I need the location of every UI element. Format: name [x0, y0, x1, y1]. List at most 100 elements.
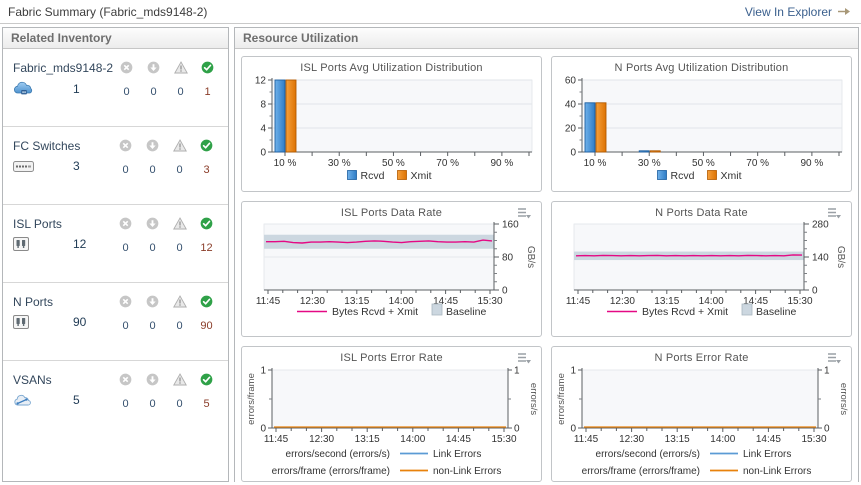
ok-status-icon [200, 373, 213, 390]
down-status-icon [146, 139, 159, 156]
chart-isl-ports-data-rate: ISL Ports Data Rate 0 80 160 GB/s 11:45 12:30 1… [241, 201, 542, 337]
fabric-icon [13, 81, 37, 97]
inventory-item-label[interactable]: VSANs [13, 373, 52, 387]
svg-text:20: 20 [565, 124, 577, 135]
inventory-item-count[interactable]: 3 [73, 159, 80, 173]
inventory-row-n-ports[interactable]: N Ports 90 0 0 0 90 [3, 283, 228, 361]
status-count[interactable]: 0 [149, 164, 156, 176]
svg-text:4: 4 [260, 124, 266, 135]
svg-text:12:30: 12:30 [619, 434, 644, 445]
svg-text:errors/frame: errors/frame [246, 373, 257, 425]
status-cell-ok: 12 [193, 217, 220, 282]
svg-text:13:15: 13:15 [344, 296, 369, 307]
svg-text:14:45: 14:45 [756, 434, 781, 445]
inventory-item-label[interactable]: ISL Ports [13, 217, 62, 231]
inventory-item-label[interactable]: Fabric_mds9148-2 [13, 61, 114, 75]
warning-status-icon [172, 217, 187, 234]
svg-text:14:00: 14:00 [710, 434, 735, 445]
warning-status-icon [172, 373, 187, 390]
status-count[interactable]: 0 [149, 320, 156, 332]
warning-status-icon [172, 139, 187, 156]
svg-text:errors/frame: errors/frame [556, 373, 567, 425]
chart-isl-ports-avg-utilization-distribution: ISL Ports Avg Utilization Distribution 0 4… [241, 56, 542, 192]
down-status-icon [146, 373, 159, 390]
svg-text:0: 0 [260, 424, 266, 435]
svg-text:13:15: 13:15 [654, 296, 679, 307]
related-inventory-header: Related Inventory [3, 28, 228, 49]
switch-icon [13, 160, 37, 172]
status-cell-ok: 90 [193, 295, 220, 360]
svg-text:40: 40 [565, 100, 577, 111]
inventory-item-info: ISL Ports 12 [13, 217, 112, 282]
svg-text:1: 1 [260, 366, 266, 377]
svg-text:14:00: 14:00 [400, 434, 425, 445]
chart-menu-icon[interactable] [827, 207, 842, 220]
svg-text:Rcvd: Rcvd [361, 170, 385, 182]
svg-text:Bytes Rcvd + Xmit: Bytes Rcvd + Xmit [332, 306, 418, 318]
chart-menu-icon[interactable] [827, 352, 842, 365]
inventory-row-fabric-mds9148-2[interactable]: Fabric_mds9148-2 1 0 0 0 1 [3, 49, 228, 127]
svg-text:30 %: 30 % [638, 158, 661, 169]
svg-text:0: 0 [514, 424, 520, 435]
status-count[interactable]: 12 [200, 242, 213, 254]
svg-text:GB/s: GB/s [525, 246, 536, 268]
inventory-list: Fabric_mds9148-2 1 0 0 0 1 FC Switches 3 0 0 0 3 ISL… [3, 49, 228, 481]
chart-menu-icon[interactable] [517, 207, 532, 220]
inventory-item-info: VSANs 5 [13, 373, 112, 439]
inventory-item-label[interactable]: FC Switches [13, 139, 81, 153]
status-cell-down: 0 [139, 373, 166, 439]
status-count[interactable]: 0 [176, 320, 183, 332]
svg-text:Xmit: Xmit [721, 170, 742, 182]
svg-text:14:45: 14:45 [743, 296, 768, 307]
status-count[interactable]: 0 [176, 164, 183, 176]
inventory-item-info: FC Switches 3 [13, 139, 112, 204]
status-count[interactable]: 0 [122, 320, 129, 332]
status-count[interactable]: 0 [122, 398, 129, 410]
svg-text:0: 0 [502, 286, 508, 297]
view-in-explorer-label: View In Explorer [744, 4, 832, 19]
status-count[interactable]: 0 [122, 242, 129, 254]
view-in-explorer-link[interactable]: View In Explorer [745, 5, 851, 19]
status-count[interactable]: 0 [149, 398, 156, 410]
status-count[interactable]: 3 [203, 164, 210, 176]
status-count[interactable]: 0 [176, 242, 183, 254]
svg-text:15:30: 15:30 [491, 434, 516, 445]
inventory-status-group: 0 0 0 1 [113, 61, 221, 126]
svg-text:errors/frame (errors/frame): errors/frame (errors/frame) [582, 466, 700, 477]
status-count[interactable]: 0 [123, 86, 130, 98]
svg-text:140: 140 [812, 253, 829, 264]
svg-text:13:15: 13:15 [355, 434, 380, 445]
svg-text:Link Errors: Link Errors [433, 449, 481, 460]
status-count[interactable]: 0 [122, 164, 129, 176]
svg-text:80: 80 [502, 253, 514, 264]
svg-text:14:45: 14:45 [446, 434, 471, 445]
status-count[interactable]: 0 [150, 86, 157, 98]
status-count[interactable]: 1 [204, 86, 211, 98]
status-count[interactable]: 5 [203, 398, 210, 410]
chart-plot: 0 20 40 60 10 % 30 % 50 % 70 % 90 % Rcvd Xmit [565, 76, 843, 182]
svg-text:14:45: 14:45 [433, 296, 458, 307]
svg-text:errors/s: errors/s [838, 383, 849, 415]
status-count[interactable]: 0 [177, 86, 184, 98]
status-count[interactable]: 0 [149, 242, 156, 254]
status-count[interactable]: 90 [200, 320, 213, 332]
main-area: Related Inventory Fabric_mds9148-2 1 0 0 0 1 F… [0, 24, 861, 485]
inventory-row-vsans[interactable]: VSANs 5 0 0 0 5 [3, 361, 228, 439]
svg-text:1: 1 [824, 366, 830, 377]
error-status-icon [119, 373, 132, 390]
inventory-item-label[interactable]: N Ports [13, 295, 54, 309]
svg-text:12: 12 [255, 76, 267, 87]
inventory-row-isl-ports[interactable]: ISL Ports 12 0 0 0 12 [3, 205, 228, 283]
down-status-icon [146, 217, 159, 234]
inventory-status-group: 0 0 0 12 [112, 217, 220, 282]
inventory-item-count[interactable]: 1 [73, 82, 80, 96]
status-count[interactable]: 0 [176, 398, 183, 410]
chart-menu-icon[interactable] [517, 352, 532, 365]
inventory-item-count[interactable]: 5 [73, 393, 80, 407]
chart-n-ports-data-rate: N Ports Data Rate 0 140 280 GB/s 11:45 12:30 13… [551, 201, 852, 337]
inventory-row-fc-switches[interactable]: FC Switches 3 0 0 0 3 [3, 127, 228, 205]
inventory-status-group: 0 0 0 3 [112, 139, 220, 204]
inventory-item-count[interactable]: 12 [73, 237, 87, 251]
inventory-item-count[interactable]: 90 [73, 315, 87, 329]
